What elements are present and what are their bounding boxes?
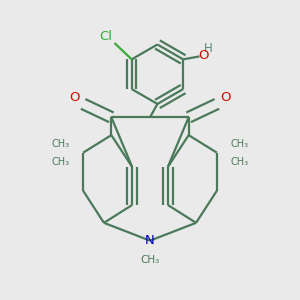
Text: O: O: [69, 91, 80, 104]
Text: CH₃: CH₃: [52, 157, 70, 166]
Text: O: O: [199, 49, 209, 62]
Text: CH₃: CH₃: [52, 139, 70, 149]
Text: O: O: [220, 91, 231, 104]
Text: N: N: [145, 234, 155, 247]
Text: CH₃: CH₃: [230, 157, 248, 166]
Text: Cl: Cl: [100, 30, 112, 43]
Text: CH₃: CH₃: [230, 139, 248, 149]
Text: CH₃: CH₃: [140, 255, 160, 265]
Text: H: H: [203, 42, 212, 55]
